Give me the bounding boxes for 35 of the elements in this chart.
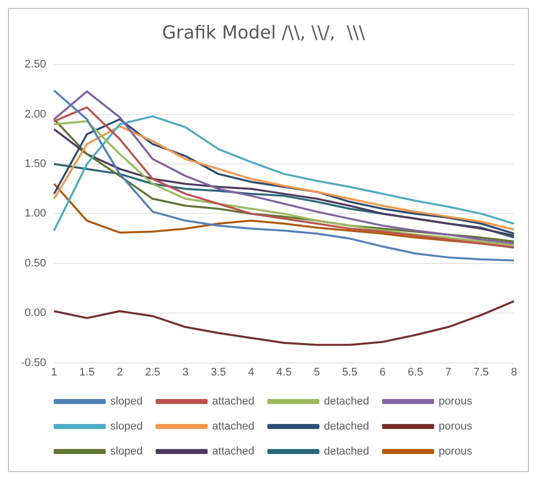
y-tick-label: 1.50 xyxy=(24,158,46,170)
x-tick-label: 1 xyxy=(51,366,58,378)
legend-label: porous xyxy=(438,446,473,458)
x-tick-label: 2.5 xyxy=(144,366,160,378)
legend-label: detached xyxy=(324,420,370,433)
x-tick-label: 4 xyxy=(248,366,254,378)
x-tick-label: 5 xyxy=(314,366,320,378)
x-tick-label: 3 xyxy=(182,366,189,378)
x-tick-label: 6 xyxy=(380,366,386,378)
y-tick-label: 1.00 xyxy=(24,208,46,220)
y-tick-label: 0.00 xyxy=(24,307,46,320)
legend-label: sloped xyxy=(110,420,143,433)
y-tick-label: 0.50 xyxy=(24,257,46,270)
y-tick-label: 2.00 xyxy=(24,108,46,120)
x-tick-label: 1.5 xyxy=(79,366,95,378)
legend-label: attached xyxy=(212,420,254,433)
x-tick-label: 3.5 xyxy=(210,366,226,378)
x-tick-label: 7.5 xyxy=(474,366,489,378)
chart-title: Grafik Model /\\, \\/, \\\ xyxy=(162,22,366,44)
x-tick-label: 6.5 xyxy=(408,366,424,378)
legend-label: porous xyxy=(438,420,473,433)
x-tick-label: 4.5 xyxy=(276,366,292,378)
legend-label: porous xyxy=(438,396,473,408)
x-tick-label: 5.5 xyxy=(342,366,358,378)
legend-label: sloped xyxy=(110,446,143,458)
legend-label: detached xyxy=(324,446,370,458)
legend-label: attached xyxy=(212,396,254,408)
x-tick-label: 2 xyxy=(116,366,123,378)
y-tick-label: 2.50 xyxy=(24,58,46,71)
x-tick-label: 7 xyxy=(445,366,452,378)
legend-label: detached xyxy=(324,396,370,408)
legend-label: sloped xyxy=(110,396,143,408)
y-tick-label: -0.50 xyxy=(20,356,46,369)
x-tick-label: 8 xyxy=(510,366,518,378)
legend-label: attached xyxy=(212,446,254,458)
